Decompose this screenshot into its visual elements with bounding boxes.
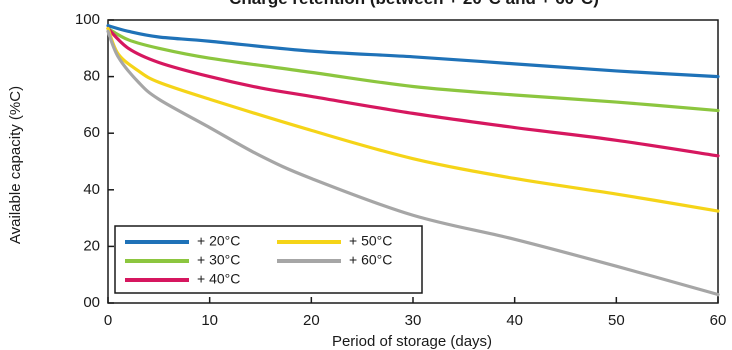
y-tick-label: 100 — [75, 11, 100, 28]
series-line-4 — [106, 26, 720, 213]
chart-title: Charge retention (between + 20°C and + 6… — [229, 0, 599, 8]
x-tick-label: 20 — [303, 312, 320, 329]
y-axis-ticks: 00 20 40 60 80 100 — [75, 11, 114, 311]
series-line-2 — [106, 26, 720, 113]
legend-label: + 40°C — [197, 271, 240, 287]
legend-label: + 20°C — [197, 233, 240, 249]
legend-label: + 30°C — [197, 252, 240, 268]
legend-label: + 60°C — [349, 252, 392, 268]
y-tick-label: 60 — [83, 124, 100, 141]
x-tick-label: 60 — [710, 312, 727, 329]
x-tick-label: 30 — [405, 312, 422, 329]
legend-label: + 50°C — [349, 233, 392, 249]
x-tick-label: 40 — [506, 312, 523, 329]
y-tick-label: 80 — [83, 68, 100, 85]
y-tick-label: 40 — [83, 181, 100, 198]
legend: + 20°C + 30°C + 40°C + 50°C + 60°C — [114, 225, 423, 294]
x-tick-label: 10 — [201, 312, 218, 329]
legend-items: + 20°C + 30°C + 40°C + 50°C + 60°C — [125, 233, 392, 287]
x-tick-label: 50 — [608, 312, 625, 329]
y-tick-label: 20 — [83, 237, 100, 254]
series-line-1 — [106, 24, 720, 79]
series-line-3 — [106, 26, 720, 158]
series-lines — [106, 24, 720, 297]
x-tick-label: 0 — [104, 312, 112, 329]
x-axis-ticks: 0 10 20 30 40 50 60 — [104, 297, 727, 329]
x-axis-label: Period of storage (days) — [332, 333, 492, 350]
series-line-5 — [106, 29, 720, 297]
y-axis-label: Available capacity (%C) — [7, 86, 24, 244]
y-tick-label: 00 — [83, 294, 100, 311]
